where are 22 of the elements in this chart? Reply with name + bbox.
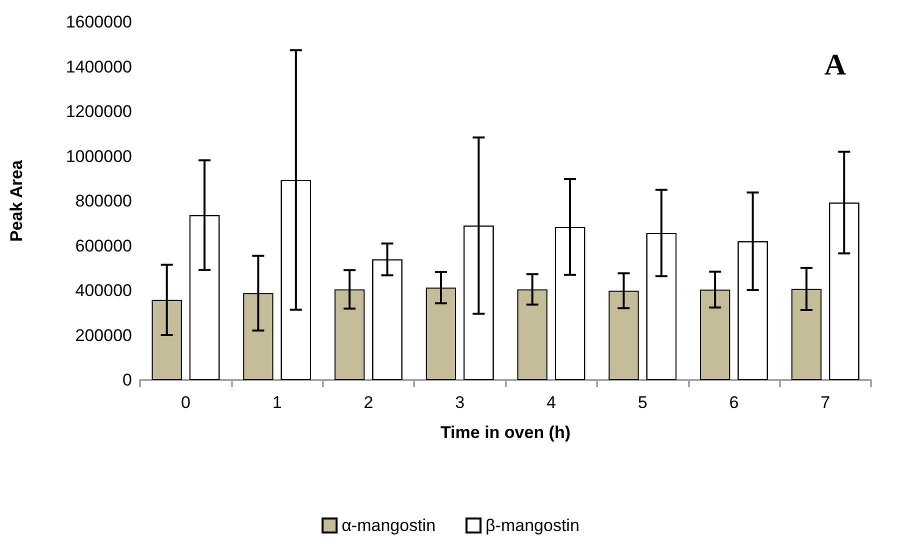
- x-tick-label: 5: [638, 393, 648, 412]
- legend-label: β-mangostin: [486, 516, 580, 535]
- x-axis-title: Time in oven (h): [440, 423, 571, 442]
- y-tick-label: 200000: [75, 326, 132, 345]
- x-tick-label: 3: [455, 393, 465, 412]
- x-tick-label: 0: [180, 393, 190, 412]
- y-tick-label: 600000: [75, 236, 132, 256]
- y-tick-label: 800000: [75, 192, 132, 210]
- y-tick-label: 400000: [75, 281, 132, 300]
- x-tick-label: 2: [364, 393, 374, 412]
- x-tick-label: 4: [546, 393, 556, 412]
- x-tick-label: 6: [729, 393, 739, 412]
- y-axis-title: Peak Area: [7, 160, 26, 242]
- x-tick-label: 1: [272, 393, 282, 412]
- y-tick-label: 0: [122, 370, 132, 390]
- legend-label: α-mangostin: [342, 516, 436, 535]
- annotation: A: [824, 48, 846, 82]
- y-tick-label: 1200000: [66, 102, 132, 121]
- y-tick-label: 1600000: [66, 12, 132, 32]
- y-tick-label: 1000000: [66, 146, 132, 166]
- y-tick-label: 1400000: [66, 57, 132, 76]
- x-tick-label: 7: [820, 393, 830, 412]
